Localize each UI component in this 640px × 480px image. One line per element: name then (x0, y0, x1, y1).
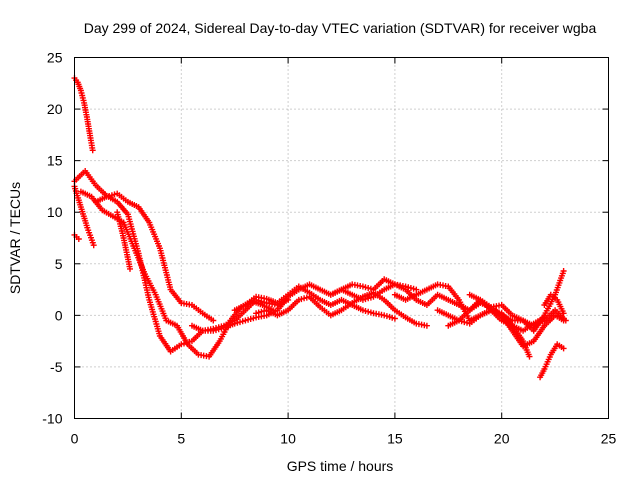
data-marks (71, 75, 569, 381)
y-tick-label: 15 (47, 153, 63, 169)
series-track-1 (71, 75, 96, 154)
data-point (90, 242, 97, 249)
data-point (413, 286, 420, 293)
series-track-10 (253, 289, 430, 329)
series-track-16 (537, 341, 567, 381)
x-tick-labels: 0 5 10 15 20 25 (71, 431, 617, 447)
series-track-5 (77, 188, 277, 360)
data-point (560, 310, 567, 317)
y-tick-label: 0 (55, 307, 63, 323)
x-tick-label: 20 (494, 431, 510, 447)
y-tick-label: 10 (47, 204, 63, 220)
x-tick-label: 0 (71, 431, 79, 447)
plot-frame (74, 57, 609, 419)
series-track-2 (71, 231, 82, 242)
series-track-3 (71, 183, 97, 249)
data-point (75, 236, 82, 242)
y-tick-label: -10 (42, 411, 62, 427)
y-tick-label: 5 (55, 256, 63, 272)
x-tick-label: 5 (177, 431, 185, 447)
y-tick-label: -5 (50, 359, 63, 375)
series-track-15 (466, 268, 567, 334)
data-point (560, 345, 567, 352)
series-track-13 (434, 296, 533, 360)
data-point (242, 317, 249, 324)
data-point (127, 265, 133, 272)
data-point (560, 317, 567, 324)
data-point (250, 315, 257, 322)
data-point (106, 193, 113, 199)
data-point (560, 268, 567, 274)
data-point (89, 147, 96, 154)
series-track-7 (114, 209, 133, 272)
x-axis-title: GPS time / hours (287, 458, 394, 474)
y-axis-title: SDTVAR / TECUs (7, 182, 23, 294)
y-tick-label: 25 (47, 50, 63, 66)
x-tick-label: 15 (387, 431, 403, 447)
data-point (210, 317, 217, 324)
data-point (391, 315, 398, 322)
series-track-6 (92, 190, 217, 324)
series-track-17 (541, 291, 567, 317)
chart-title: Day 299 of 2024, Sidereal Day-to-day VTE… (84, 20, 597, 36)
data-point (423, 322, 430, 329)
x-tick-label: 25 (601, 431, 617, 447)
y-tick-label: 20 (47, 101, 63, 117)
y-tick-labels: -10 -5 0 5 10 15 20 25 (42, 50, 62, 427)
x-tick-label: 10 (280, 431, 296, 447)
data-point (526, 353, 533, 360)
